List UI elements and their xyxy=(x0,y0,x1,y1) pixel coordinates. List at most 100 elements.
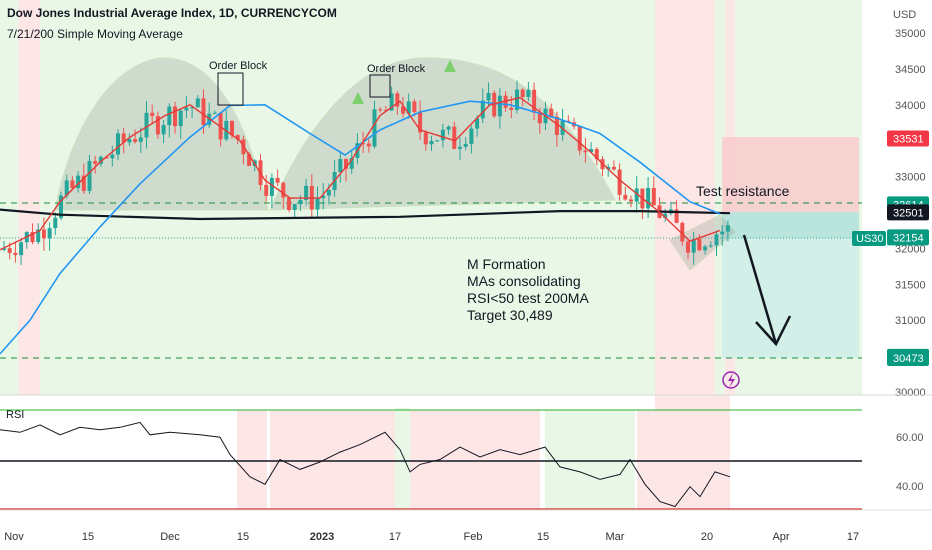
candle-body xyxy=(520,89,525,97)
candle-body xyxy=(247,154,252,167)
date-tick: 15 xyxy=(82,531,94,543)
candle-body xyxy=(475,118,480,129)
candle-body xyxy=(19,242,24,256)
candle-body xyxy=(395,93,400,107)
candle-body xyxy=(515,89,519,110)
candle-body xyxy=(133,139,138,142)
price-tick: 33000 xyxy=(895,172,926,184)
candle-body xyxy=(116,133,120,155)
candle-body xyxy=(201,98,206,125)
price-tag: 33531 xyxy=(887,130,929,147)
candle-body xyxy=(98,156,103,164)
candle-body xyxy=(144,112,149,138)
order-block-box-1 xyxy=(217,72,244,106)
candle-body xyxy=(423,132,428,145)
candle-body xyxy=(275,177,280,183)
candle-body xyxy=(486,92,491,101)
svg-text:32154: 32154 xyxy=(893,232,924,244)
candle-body xyxy=(634,188,639,202)
ma21-line xyxy=(0,100,721,355)
candle-body xyxy=(378,109,383,111)
candle-body xyxy=(440,129,445,141)
candle-body xyxy=(93,161,98,164)
date-tick: 15 xyxy=(537,531,549,543)
ma200-line xyxy=(0,208,731,221)
candle-body xyxy=(338,159,343,173)
candle-body xyxy=(127,139,132,143)
candle-body xyxy=(691,238,696,253)
price-tag: 32501 xyxy=(887,204,929,221)
candle-body xyxy=(680,222,685,242)
candle-body xyxy=(195,98,200,108)
note-line-3: RSI<50 test 200MA xyxy=(467,290,589,306)
candle-body xyxy=(725,225,730,232)
candle-body xyxy=(412,101,417,112)
candle-body xyxy=(304,185,309,200)
price-tick: 32000 xyxy=(895,243,926,255)
stop-zone xyxy=(722,137,859,212)
candle-body xyxy=(47,228,52,239)
candle-body xyxy=(41,229,46,239)
order-block-label-1: Order Block xyxy=(209,60,268,72)
candle-body xyxy=(292,204,297,211)
candle-body xyxy=(452,126,457,149)
symbol-tag: US30 xyxy=(852,231,886,246)
candle-body xyxy=(469,128,474,144)
candle-body xyxy=(349,157,354,169)
price-tick: 31000 xyxy=(895,315,926,327)
up-triangle-2 xyxy=(444,60,456,72)
date-tick: 17 xyxy=(389,531,401,543)
candle-body xyxy=(720,231,725,235)
price-tick: 34500 xyxy=(895,64,926,76)
candle-body xyxy=(235,135,240,140)
indicator-label: 7/21/200 Simple Moving Average xyxy=(7,27,183,41)
date-tick: Nov xyxy=(4,531,24,543)
candle-body xyxy=(121,133,126,143)
candle-body xyxy=(53,217,58,229)
time-axis[interactable] xyxy=(0,510,932,550)
candle-body xyxy=(532,89,537,113)
candle-body xyxy=(418,111,423,133)
price-axis[interactable] xyxy=(862,0,932,510)
candle-body xyxy=(646,187,651,209)
candle-body xyxy=(480,100,485,119)
lightning-icon[interactable] xyxy=(722,371,740,389)
candle-body xyxy=(537,112,542,124)
svg-text:30473: 30473 xyxy=(893,353,924,365)
date-tick: 15 xyxy=(237,531,249,543)
candle-body xyxy=(81,175,86,191)
candle-body xyxy=(446,126,451,130)
candle-body xyxy=(492,92,497,117)
candle-body xyxy=(167,106,172,126)
candle-body xyxy=(703,246,708,251)
date-tick: Feb xyxy=(464,531,483,543)
candle-body xyxy=(110,154,115,159)
date-tick: 20 xyxy=(701,531,713,543)
price-tag: 30473 xyxy=(887,350,929,367)
candle-body xyxy=(463,143,468,147)
candle-body xyxy=(315,198,320,210)
price-tags: 335313261432501321543048930473 xyxy=(887,130,929,367)
candle-body xyxy=(526,89,531,97)
candle-body xyxy=(184,107,189,111)
price-tick: 34000 xyxy=(895,100,926,112)
date-tick: Mar xyxy=(606,531,625,543)
currency-label: USD xyxy=(893,9,916,21)
test-resistance-label: Test resistance xyxy=(696,183,790,199)
candle-body xyxy=(30,232,35,243)
candle-body xyxy=(549,108,554,117)
candle-body xyxy=(361,143,366,145)
candle-body xyxy=(230,120,234,136)
candle-body xyxy=(281,182,286,198)
entry-band xyxy=(722,212,859,238)
candle-body xyxy=(617,169,622,195)
candle-body xyxy=(497,95,502,117)
price-tick: 30000 xyxy=(895,387,926,399)
order-block-box-2 xyxy=(369,74,391,98)
candle-body xyxy=(589,149,594,153)
candle-body xyxy=(178,110,183,127)
background-bands xyxy=(0,0,862,510)
candle-body xyxy=(64,180,69,196)
candle-body xyxy=(70,180,75,189)
